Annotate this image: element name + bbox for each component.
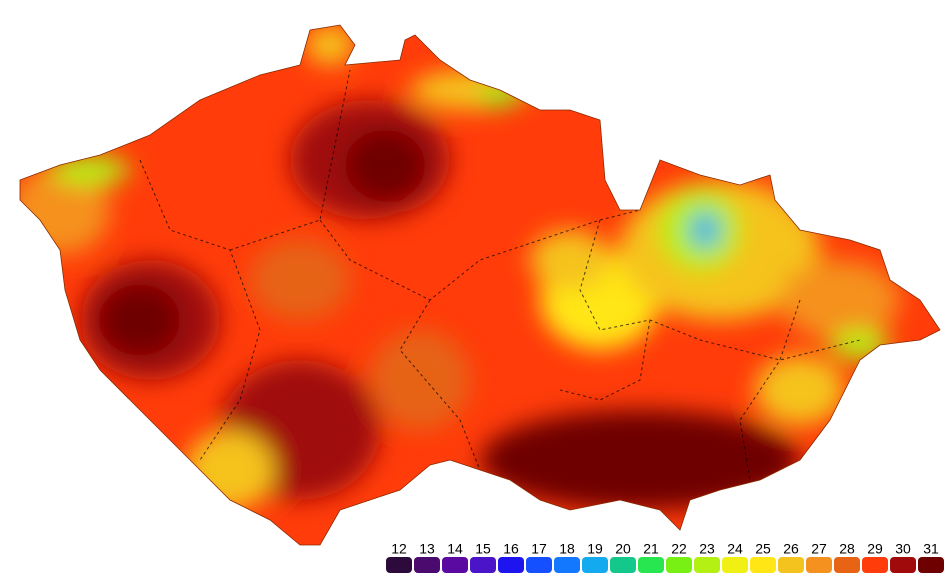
legend-swatch xyxy=(750,557,776,573)
legend-label: 21 xyxy=(643,541,659,557)
legend-label: 26 xyxy=(783,541,799,557)
legend-label: 20 xyxy=(615,541,631,557)
legend-swatch xyxy=(470,557,496,573)
legend-swatch xyxy=(834,557,860,573)
legend-label: 30 xyxy=(895,541,911,557)
legend-swatch xyxy=(666,557,692,573)
legend-label: 23 xyxy=(699,541,715,557)
legend-swatch xyxy=(862,557,888,573)
legend-label: 27 xyxy=(811,541,827,557)
legend-label: 29 xyxy=(867,541,883,557)
legend-label: 17 xyxy=(531,541,547,557)
legend-swatch xyxy=(414,557,440,573)
legend-label: 15 xyxy=(475,541,491,557)
legend-label: 16 xyxy=(503,541,519,557)
legend-swatch xyxy=(722,557,748,573)
legend-swatch xyxy=(498,557,524,573)
legend-swatch xyxy=(918,557,944,573)
legend-label: 31 xyxy=(923,541,939,557)
legend-label: 12 xyxy=(391,541,407,557)
legend-swatch xyxy=(526,557,552,573)
legend-swatch xyxy=(386,557,412,573)
legend-label: 18 xyxy=(559,541,575,557)
legend-swatch xyxy=(890,557,916,573)
legend-label: 13 xyxy=(419,541,435,557)
legend-swatch xyxy=(694,557,720,573)
border xyxy=(19,24,941,546)
legend-label: 28 xyxy=(839,541,855,557)
legend-swatch xyxy=(638,557,664,573)
legend-label: 14 xyxy=(447,541,463,557)
legend-swatch xyxy=(442,557,468,573)
legend: 12 13 14 15 16 17 18 19 20 21 22 23 24 25 26 27 28 29 30 31 xyxy=(386,541,944,573)
legend-swatch xyxy=(778,557,804,573)
legend-swatch xyxy=(610,557,636,573)
legend-label: 19 xyxy=(587,541,603,557)
legend-label: 24 xyxy=(727,541,743,557)
legend-swatch xyxy=(806,557,832,573)
legend-swatch xyxy=(582,557,608,573)
legend-label: 22 xyxy=(671,541,687,557)
legend-label: 25 xyxy=(755,541,771,557)
legend-swatch xyxy=(554,557,580,573)
